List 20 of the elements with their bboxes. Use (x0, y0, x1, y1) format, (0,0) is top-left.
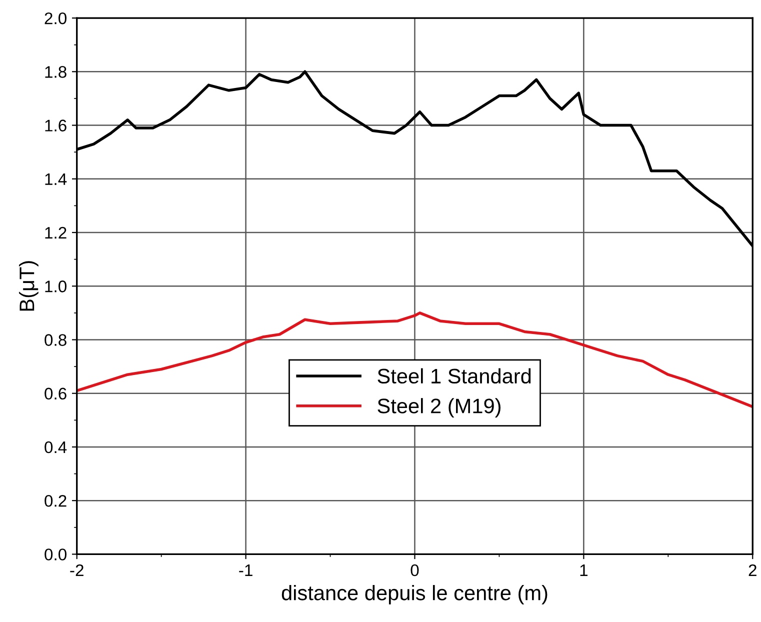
y-tick-label: 0.6 (44, 388, 66, 400)
y-tick-label: 0.4 (44, 441, 67, 454)
x-tick-label: -2 (70, 564, 84, 576)
y-axis-title: B(μT) (18, 261, 38, 311)
y-tick-label: 0.2 (44, 494, 66, 507)
legend-label: Steel 1 Standard (378, 368, 531, 384)
x-tick-label: 1 (580, 564, 588, 576)
legend-label: Steel 2 (M19) (378, 398, 500, 418)
x-tick-label: -1 (239, 564, 252, 576)
y-tick-label: 1.4 (45, 173, 67, 185)
y-tick-label: 0.8 (44, 334, 66, 346)
x-axis-title: distance depuis le centre (m) (282, 585, 548, 604)
y-tick-label: 0.0 (44, 548, 66, 560)
x-tick-label: 0 (410, 564, 419, 576)
y-tick-label: 1.2 (45, 226, 66, 239)
y-tick-label: 1.8 (45, 66, 66, 78)
y-tick-label: 2.0 (44, 12, 66, 24)
y-tick-label: 1.6 (45, 120, 66, 132)
y-tick-label: 1.0 (45, 280, 66, 292)
x-tick-label: 2 (748, 564, 756, 576)
